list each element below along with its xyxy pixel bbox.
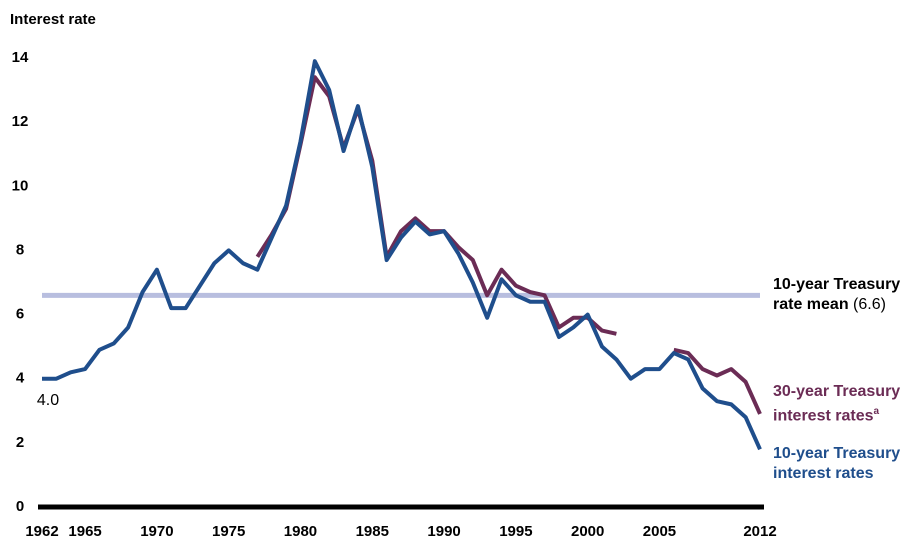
legend-entry: 10-year Treasury interest rates xyxy=(773,444,913,484)
x-tick-label: 1985 xyxy=(356,523,389,540)
mean-value: (6.6) xyxy=(853,296,886,313)
y-axis-label: Interest rate xyxy=(10,11,96,28)
y-tick-label: 0 xyxy=(16,498,24,515)
legend-text: 30-year Treasury interest rates xyxy=(773,383,901,425)
x-tick-label: 2005 xyxy=(643,523,676,540)
y-tick-label: 10 xyxy=(12,177,29,194)
data-label: 4.0 xyxy=(37,392,59,409)
y-tick-label: 2 xyxy=(16,434,24,451)
mean-label: 10-year Treasury rate mean (6.6) xyxy=(773,275,913,315)
y-tick-label: 8 xyxy=(16,241,24,258)
x-tick-label: 1965 xyxy=(68,523,101,540)
y-tick-label: 14 xyxy=(12,49,29,66)
legend-text: 10-year Treasury interest rates xyxy=(773,445,901,482)
x-tick-label: 2012 xyxy=(743,523,776,540)
x-tick-label: 1962 xyxy=(25,523,58,540)
x-tick-label: 2000 xyxy=(571,523,604,540)
series-line xyxy=(42,59,762,451)
x-tick-label: 1975 xyxy=(212,523,245,540)
series-line xyxy=(255,75,762,415)
y-tick-label: 6 xyxy=(16,306,24,323)
mean-text: 10-year Treasury rate mean xyxy=(773,276,901,313)
y-tick-label: 4 xyxy=(16,370,25,387)
footnote-mark: a xyxy=(873,406,880,417)
y-tick-label: 12 xyxy=(12,113,29,130)
x-tick-label: 1970 xyxy=(140,523,173,540)
x-tick-label: 1990 xyxy=(427,523,460,540)
legend-entry: 30-year Treasury interest ratesa xyxy=(773,382,913,426)
x-tick-label: 1980 xyxy=(284,523,317,540)
x-tick-label: 1995 xyxy=(499,523,532,540)
